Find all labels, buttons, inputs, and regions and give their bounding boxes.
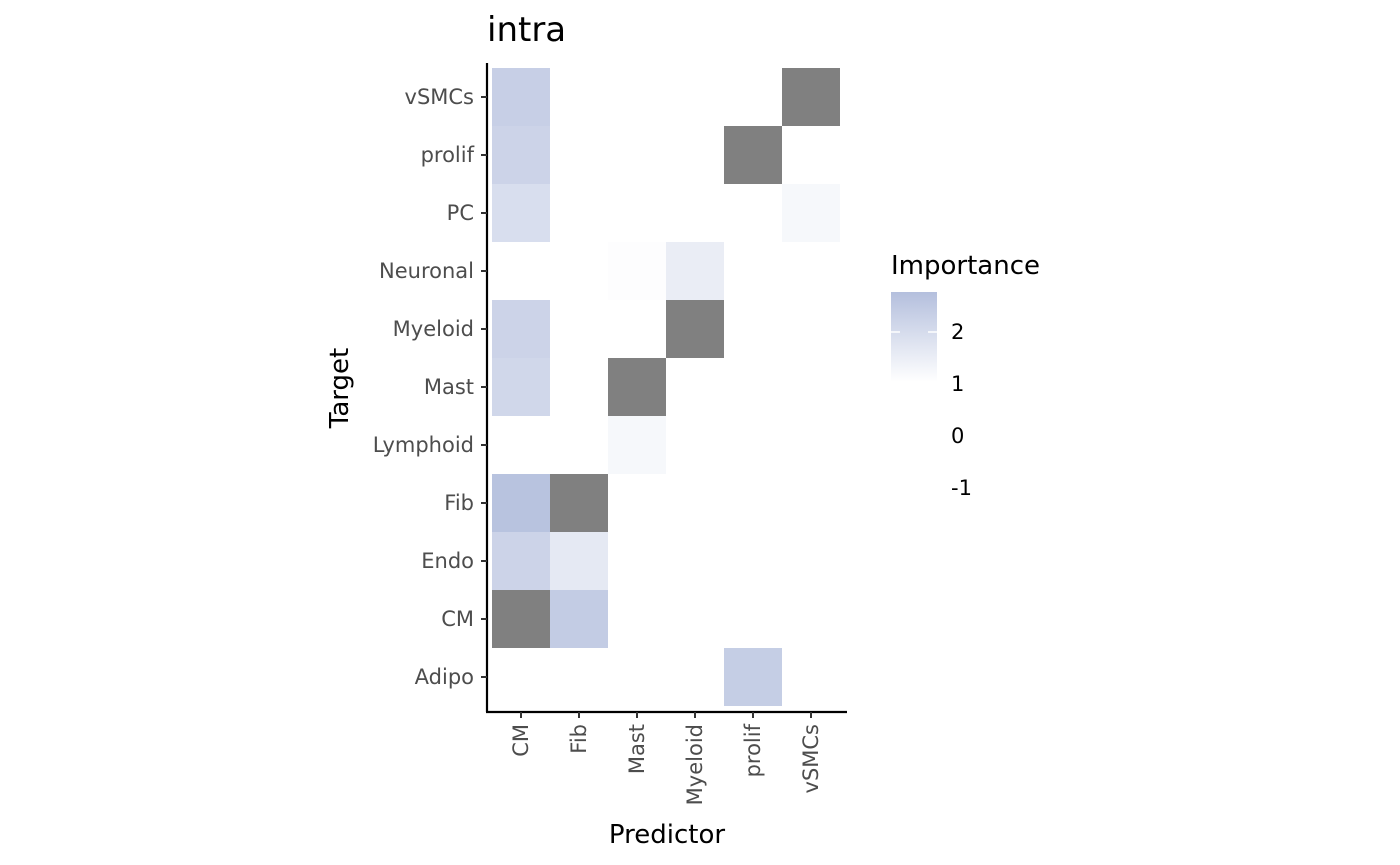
y-tick-label: Endo [421, 549, 474, 573]
heatmap-cell-adipo-prolif [724, 648, 782, 706]
y-tick-label: Neuronal [379, 259, 474, 283]
heatmap-cell-mast-cm [492, 358, 550, 416]
legend-title: Importance [891, 251, 1040, 281]
legend-label: 1 [951, 372, 964, 396]
x-tick-label: Mast [625, 724, 649, 774]
heatmap-cell-vsmcs-cm [492, 68, 550, 126]
heatmap-cell-neuronal-mast [608, 242, 666, 300]
heatmap-cell-vsmcs-vsmcs [782, 68, 840, 126]
heatmap-cell-myeloid-myeloid [666, 300, 724, 358]
heatmap-cell-prolif-cm [492, 126, 550, 184]
y-tick-label: PC [447, 201, 474, 225]
y-tick-label: Fib [444, 491, 474, 515]
y-tick-label: CM [441, 607, 474, 631]
heatmap-cell-fib-cm [492, 474, 550, 532]
y-tick-label: vSMCs [405, 85, 474, 109]
y-axis-ticks: Adipo CM Endo Fib Lymphoid Mast Myeloid Neurona… [373, 85, 487, 689]
heatmap-cell-neuronal-myeloid [666, 242, 724, 300]
x-tick-label: Fib [567, 724, 591, 754]
heatmap-cell-fib-fib [550, 474, 608, 532]
heatmap-cell-pc-vsmcs [782, 184, 840, 242]
heatmap-cell-endo-cm [492, 532, 550, 590]
legend-label: 0 [951, 424, 964, 448]
heatmap-cell-prolif-prolif [724, 126, 782, 184]
chart-title: intra [487, 10, 566, 50]
x-tick-label: Myeloid [683, 724, 707, 805]
heatmap-cell-cm-cm [492, 590, 550, 648]
x-tick-label: prolif [741, 723, 765, 777]
heatmap-cell-lymphoid-mast [608, 416, 666, 474]
legend: Importance 2 1 0 -1 [891, 251, 1040, 500]
heatmap-cell-pc-cm [492, 184, 550, 242]
y-axis-title: Target [325, 348, 355, 429]
heatmap-cell-cm-fib [550, 590, 608, 648]
x-tick-label: CM [509, 724, 533, 757]
y-tick-label: Myeloid [393, 317, 474, 341]
heatmap-cell-mast-mast [608, 358, 666, 416]
x-axis-ticks: CM Fib Mast Myeloid prolif vSMCs [509, 712, 823, 805]
legend-label: -1 [951, 476, 972, 500]
legend-colorbar [891, 292, 937, 382]
heatmap-cell-myeloid-cm [492, 300, 550, 358]
x-tick-label: vSMCs [799, 724, 823, 793]
y-tick-label: Lymphoid [373, 433, 474, 457]
y-tick-label: Mast [424, 375, 474, 399]
y-tick-label: Adipo [415, 665, 474, 689]
heatmap-cells [492, 68, 840, 706]
heatmap-cell-endo-fib [550, 532, 608, 590]
legend-ticks: 2 1 0 -1 [891, 320, 972, 500]
x-axis-title: Predictor [609, 820, 725, 850]
legend-label: 2 [951, 320, 964, 344]
y-tick-label: prolif [421, 143, 475, 167]
